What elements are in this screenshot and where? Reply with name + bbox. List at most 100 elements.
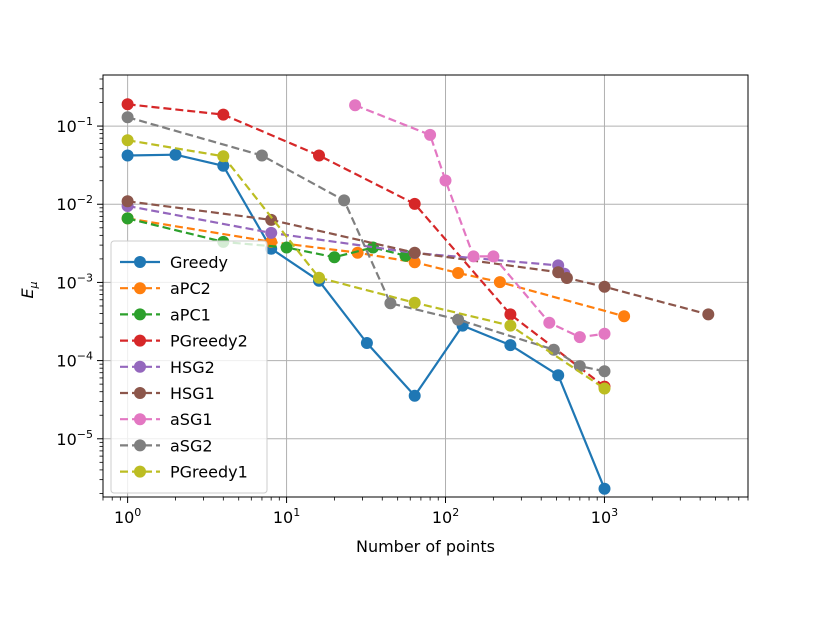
data-point bbox=[121, 212, 134, 225]
legend-label: PGreedy2 bbox=[170, 332, 248, 351]
legend-label: Greedy bbox=[170, 253, 228, 272]
data-point bbox=[169, 148, 182, 161]
legend-label: HSG2 bbox=[170, 358, 215, 377]
y-axis-label-subscript: μ bbox=[27, 281, 40, 289]
legend-item-apc1: aPC1 bbox=[120, 305, 211, 324]
series-line-pgreedy1 bbox=[127, 139, 606, 390]
data-point bbox=[255, 149, 268, 162]
legend-label: aSG2 bbox=[170, 436, 213, 455]
x-tick-label: 101 bbox=[273, 506, 300, 527]
legend-label: aPC2 bbox=[170, 279, 211, 298]
svg-text:Eμ: Eμ bbox=[18, 281, 40, 298]
data-point bbox=[573, 331, 586, 344]
data-point bbox=[313, 149, 325, 162]
legend-marker bbox=[134, 465, 146, 478]
data-point bbox=[121, 111, 134, 124]
y-tick-label: 10−2 bbox=[56, 193, 93, 214]
y-tick-label: 10−1 bbox=[56, 115, 93, 136]
data-point bbox=[543, 316, 556, 329]
legend-item-greedy: Greedy bbox=[120, 253, 228, 272]
data-point bbox=[217, 159, 230, 172]
data-point bbox=[351, 246, 364, 259]
legend-item-apc2: aPC2 bbox=[120, 279, 211, 298]
data-point bbox=[598, 382, 611, 395]
data-point bbox=[467, 250, 480, 263]
data-point bbox=[487, 250, 500, 263]
data-point bbox=[408, 389, 421, 402]
data-point bbox=[338, 194, 351, 207]
legend-item-pgreedy1: PGreedy1 bbox=[120, 463, 248, 482]
data-point bbox=[313, 271, 325, 284]
x-tick-label: 102 bbox=[432, 506, 459, 527]
y-tick-label: 10−3 bbox=[56, 271, 93, 292]
data-point bbox=[702, 308, 715, 321]
series-pgreedy1 bbox=[121, 134, 611, 395]
series-greedy bbox=[121, 148, 611, 495]
data-point bbox=[217, 150, 230, 163]
data-point bbox=[328, 251, 341, 264]
data-point bbox=[504, 339, 517, 352]
data-point bbox=[598, 482, 611, 495]
data-point bbox=[265, 213, 278, 226]
data-point bbox=[121, 149, 134, 162]
legend: Greedy aPC2 aPC1 PGreedy2 HSG2 HSG1 aSG1 aSG2 PG… bbox=[110, 240, 268, 494]
legend-label: aPC1 bbox=[170, 305, 211, 324]
y-axis-label-main: E bbox=[18, 288, 37, 299]
data-point bbox=[265, 226, 278, 239]
data-point bbox=[360, 337, 373, 349]
data-point bbox=[598, 365, 611, 378]
data-point bbox=[552, 266, 565, 279]
data-point bbox=[349, 99, 362, 112]
data-point bbox=[121, 134, 134, 147]
data-point bbox=[598, 280, 611, 293]
data-point bbox=[399, 249, 412, 262]
y-tick-label: 10−4 bbox=[56, 350, 93, 371]
data-point bbox=[552, 369, 565, 382]
legend-label: aSG1 bbox=[170, 410, 213, 429]
data-point bbox=[493, 276, 506, 289]
data-point bbox=[265, 235, 278, 248]
x-axis-label: Number of points bbox=[356, 537, 495, 556]
data-point bbox=[408, 296, 421, 309]
x-tick-label: 103 bbox=[591, 506, 618, 527]
legend-box bbox=[110, 240, 268, 494]
y-tick-label: 10−5 bbox=[56, 428, 93, 449]
data-point bbox=[424, 128, 437, 141]
axis-ticks: 100 101 102 103 10−1 10−2 10−3 10−4 10−5 bbox=[56, 78, 749, 527]
data-point bbox=[598, 327, 611, 340]
legend-marker bbox=[134, 308, 146, 321]
data-point bbox=[452, 267, 465, 279]
legend-marker bbox=[134, 413, 146, 426]
legend-item-hsg2: HSG2 bbox=[120, 358, 215, 377]
data-point bbox=[280, 241, 293, 254]
legend-marker bbox=[134, 256, 146, 268]
legend-item-pgreedy2: PGreedy2 bbox=[120, 332, 248, 351]
series-line-asg1 bbox=[354, 104, 605, 339]
legend-marker bbox=[134, 387, 146, 399]
legend-marker bbox=[134, 334, 146, 347]
data-point bbox=[547, 343, 560, 356]
data-point bbox=[408, 256, 421, 269]
legend-item-asg1: aSG1 bbox=[120, 410, 213, 429]
series-line-pgreedy2 bbox=[127, 103, 606, 388]
legend-label: HSG1 bbox=[170, 384, 215, 403]
data-point bbox=[452, 313, 465, 326]
data-point bbox=[504, 308, 517, 321]
data-point bbox=[618, 310, 631, 323]
legend-marker bbox=[134, 439, 146, 452]
data-point bbox=[560, 272, 573, 284]
x-tick-label: 100 bbox=[114, 506, 141, 527]
data-point bbox=[504, 319, 517, 332]
data-point bbox=[573, 360, 586, 373]
data-point bbox=[217, 108, 230, 121]
series-asg2 bbox=[121, 111, 611, 378]
series-asg1 bbox=[349, 99, 611, 344]
data-point bbox=[384, 297, 397, 310]
legend-marker bbox=[134, 360, 146, 373]
legend-marker bbox=[134, 282, 146, 295]
plot-series bbox=[121, 98, 715, 495]
legend-item-hsg1: HSG1 bbox=[120, 384, 215, 403]
data-point bbox=[121, 98, 134, 111]
data-point bbox=[408, 246, 421, 259]
